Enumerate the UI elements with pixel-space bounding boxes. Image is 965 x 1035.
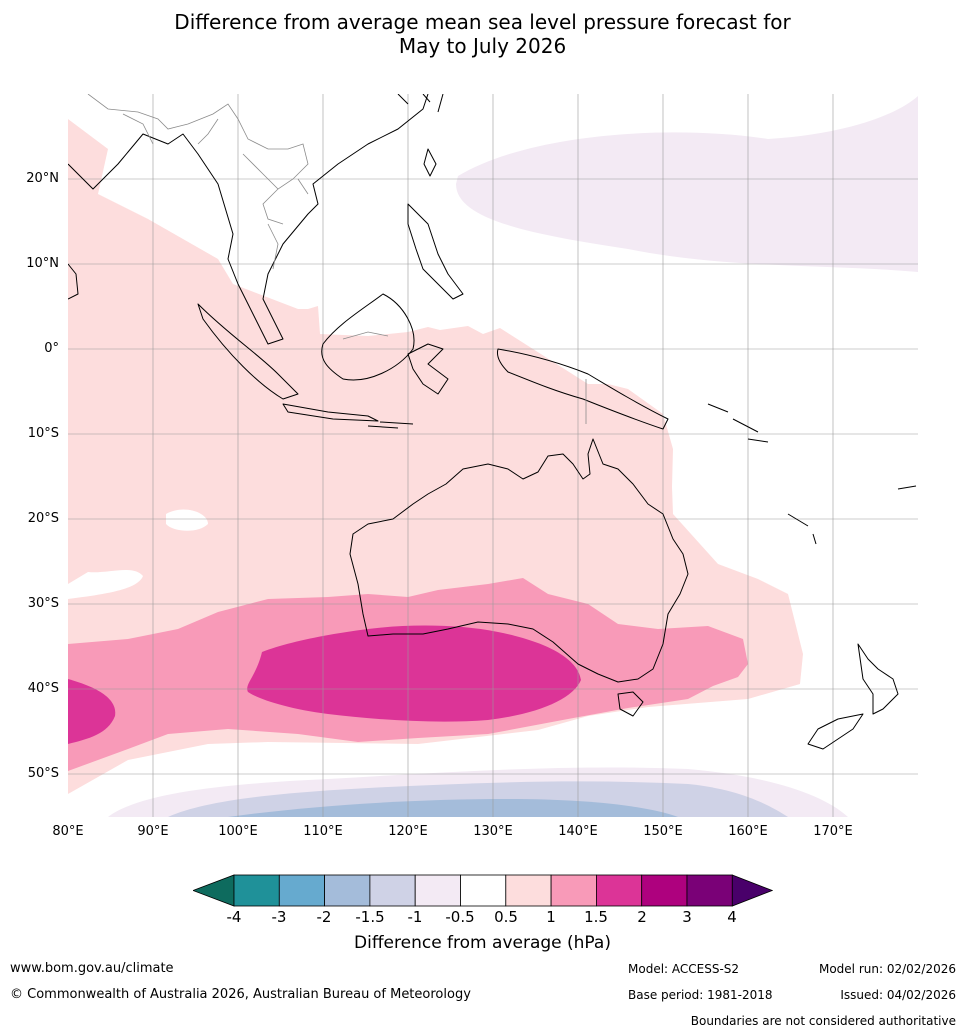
lat-label-0: 0° (44, 341, 59, 356)
website-text: www.bom.gov.au/climate (10, 961, 174, 976)
asia-mainland-coast (68, 94, 429, 345)
lon-label-90e: 90°E (137, 824, 169, 839)
lon-label-170e: 170°E (813, 824, 853, 839)
philippines (407, 203, 464, 300)
tasmania (617, 691, 644, 717)
vanuatu-fiji (787, 485, 917, 545)
colorbar (193, 874, 773, 907)
solomon-islands (707, 403, 769, 443)
model-run-text: Model run: 02/02/2026 (818, 962, 956, 976)
colorbar-swatch (686, 874, 733, 907)
lesser-sunda-islands (367, 421, 414, 429)
lat-label-10s: 10°S (27, 426, 59, 441)
colorbar-swatch (414, 874, 461, 907)
model-text: Model: ACCESS-S2 (628, 962, 740, 976)
taiwan (423, 148, 437, 177)
anomaly-region-lavender-north-pacific (456, 96, 918, 272)
sri-lanka (68, 263, 79, 300)
colorbar-tick-label: 1 (546, 908, 556, 926)
colorbar-swatch (550, 874, 597, 907)
lon-label-110e: 110°E (303, 824, 343, 839)
colorbar-tick-label: 3 (682, 908, 692, 926)
colorbar-tick-label: -2 (316, 908, 332, 926)
issued-text: Issued: 04/02/2026 (840, 988, 956, 1002)
chart-title: Difference from average mean sea level p… (0, 10, 965, 58)
national-borders (87, 94, 587, 424)
lat-label-40s: 40°S (27, 681, 59, 696)
lat-label-20s: 20°S (27, 511, 59, 526)
korea-japan-coast (397, 94, 444, 113)
colorbar-tick-label: 2 (637, 908, 647, 926)
sumatra (197, 303, 299, 400)
lon-label-80e: 80°E (52, 824, 84, 839)
colorbar-swatch (233, 874, 280, 907)
anomaly-region-magenta-west (68, 679, 116, 744)
lat-label-30s: 30°S (27, 596, 59, 611)
graticule (68, 94, 918, 817)
lat-label-10n: 10°N (26, 256, 59, 271)
java (282, 403, 379, 422)
anomaly-region-white-hole-1 (166, 509, 208, 531)
colorbar-tick-label: 0.5 (494, 908, 518, 926)
colorbar-tick-label: -4 (226, 908, 242, 926)
new-zealand-north (857, 643, 899, 715)
colorbar-extend-low (193, 874, 235, 907)
lon-label-140e: 140°E (558, 824, 598, 839)
title-line-2: May to July 2026 (398, 34, 567, 58)
title-line-1: Difference from average mean sea level p… (174, 10, 791, 34)
lon-label-130e: 130°E (473, 824, 513, 839)
australia (349, 438, 689, 683)
lon-label-120e: 120°E (388, 824, 428, 839)
anomaly-region-white-hole-2 (68, 569, 143, 599)
colorbar-tick-label: -1 (407, 908, 423, 926)
pressure-anomaly-map (68, 94, 918, 817)
copyright-text: © Commonwealth of Australia 2026, Austra… (10, 987, 471, 1002)
colorbar-tick-label: -0.5 (445, 908, 475, 926)
lat-label-20n: 20°N (26, 171, 59, 186)
lat-label-50s: 50°S (27, 766, 59, 781)
new-zealand-south (807, 713, 864, 750)
colorbar-swatch (324, 874, 371, 907)
base-period-text: Base period: 1981-2018 (628, 988, 773, 1002)
colorbar-swatch (505, 874, 552, 907)
new-guinea (497, 348, 669, 430)
colorbar-tick-label: 1.5 (584, 908, 608, 926)
colorbar-tick-label: 4 (727, 908, 737, 926)
colorbar-label: Difference from average (hPa) (354, 933, 611, 953)
anomaly-region-magenta (247, 625, 581, 722)
lon-label-160e: 160°E (728, 824, 768, 839)
colorbar-swatch (595, 874, 643, 907)
disclaimer-text: Boundaries are not considered authoritat… (690, 1014, 956, 1028)
colorbar-extend-high (731, 874, 773, 907)
coastlines (68, 94, 917, 750)
lon-label-150e: 150°E (643, 824, 683, 839)
anomaly-region-light-blue-south (228, 799, 678, 817)
colorbar-tick-label: -3 (271, 908, 287, 926)
colorbar-swatch (460, 874, 507, 907)
lon-label-100e: 100°E (218, 824, 258, 839)
sulawesi (407, 343, 449, 395)
colorbar-swatch (278, 874, 326, 907)
colorbar-swatch (369, 874, 416, 907)
colorbar-swatch (641, 874, 688, 907)
colorbar-tick-label: -1.5 (355, 908, 385, 926)
borneo (321, 293, 415, 381)
